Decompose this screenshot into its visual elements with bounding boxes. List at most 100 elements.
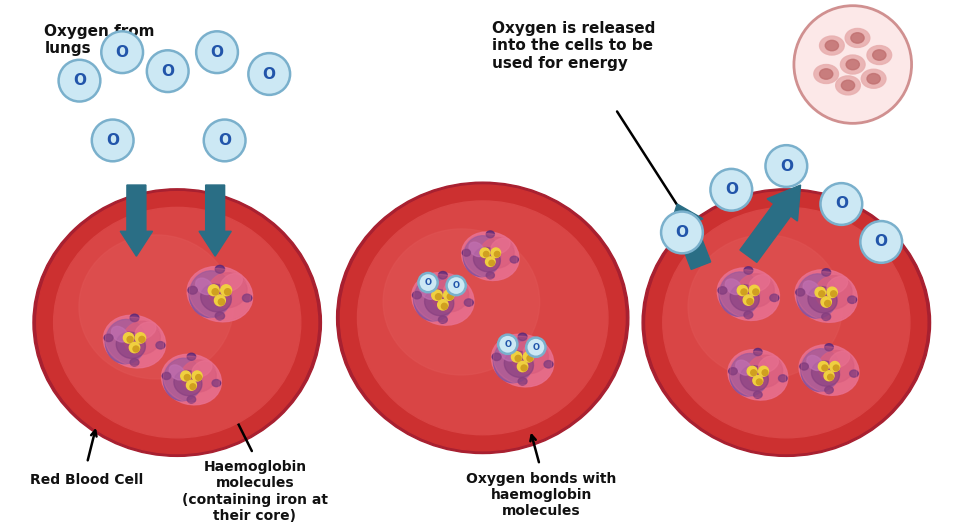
Ellipse shape: [824, 344, 832, 351]
Ellipse shape: [801, 347, 856, 393]
Ellipse shape: [438, 316, 447, 323]
Ellipse shape: [492, 353, 500, 361]
Circle shape: [517, 361, 527, 372]
Ellipse shape: [737, 273, 774, 307]
Text: O: O: [874, 235, 887, 250]
Circle shape: [497, 335, 517, 354]
Circle shape: [248, 53, 290, 95]
Ellipse shape: [814, 276, 851, 309]
Ellipse shape: [826, 277, 846, 294]
Ellipse shape: [849, 370, 858, 377]
Ellipse shape: [192, 361, 212, 377]
Ellipse shape: [414, 275, 472, 323]
Ellipse shape: [811, 361, 839, 386]
Ellipse shape: [758, 356, 778, 372]
Circle shape: [750, 370, 756, 375]
Ellipse shape: [719, 272, 760, 316]
Ellipse shape: [727, 349, 787, 400]
Circle shape: [432, 290, 441, 301]
Text: Red Blood Cell: Red Blood Cell: [30, 473, 144, 486]
Ellipse shape: [187, 267, 253, 322]
Text: O: O: [453, 281, 459, 290]
Ellipse shape: [493, 336, 551, 385]
Circle shape: [748, 285, 759, 296]
Ellipse shape: [729, 354, 768, 396]
Ellipse shape: [719, 270, 777, 319]
Ellipse shape: [130, 314, 139, 322]
Ellipse shape: [212, 380, 220, 387]
Ellipse shape: [161, 354, 221, 405]
Ellipse shape: [473, 247, 499, 272]
Circle shape: [515, 355, 520, 361]
Ellipse shape: [187, 353, 195, 361]
Ellipse shape: [412, 272, 474, 325]
Circle shape: [793, 6, 911, 123]
Ellipse shape: [818, 350, 853, 382]
Circle shape: [520, 365, 526, 371]
Ellipse shape: [543, 361, 553, 368]
Ellipse shape: [866, 46, 891, 65]
Circle shape: [479, 248, 489, 258]
Circle shape: [184, 374, 190, 380]
Circle shape: [710, 169, 751, 211]
Ellipse shape: [728, 367, 737, 375]
Ellipse shape: [493, 338, 534, 383]
Ellipse shape: [112, 327, 128, 342]
Circle shape: [139, 337, 145, 342]
Ellipse shape: [821, 313, 830, 320]
Text: Haemoglobin
molecules
(containing iron at
their core): Haemoglobin molecules (containing iron a…: [182, 460, 328, 523]
Circle shape: [814, 287, 824, 297]
Ellipse shape: [499, 345, 516, 361]
Ellipse shape: [824, 387, 832, 393]
Ellipse shape: [383, 229, 539, 375]
Circle shape: [135, 333, 146, 343]
Ellipse shape: [735, 360, 751, 375]
Ellipse shape: [173, 371, 202, 396]
Text: O: O: [161, 64, 174, 79]
Ellipse shape: [116, 332, 145, 358]
Circle shape: [212, 289, 218, 295]
Ellipse shape: [841, 80, 854, 91]
Text: O: O: [106, 133, 119, 148]
Circle shape: [742, 295, 753, 305]
Circle shape: [447, 294, 453, 299]
Ellipse shape: [795, 289, 804, 296]
Text: Oxygen bonds with
haemoglobin
molecules: Oxygen bonds with haemoglobin molecules: [466, 472, 616, 518]
Text: O: O: [504, 340, 511, 349]
Text: O: O: [211, 45, 223, 59]
Ellipse shape: [753, 391, 761, 398]
Ellipse shape: [357, 201, 607, 435]
Circle shape: [224, 289, 231, 295]
Ellipse shape: [432, 278, 468, 312]
Ellipse shape: [844, 29, 869, 47]
Ellipse shape: [461, 232, 518, 280]
Ellipse shape: [491, 334, 553, 387]
Ellipse shape: [796, 271, 855, 321]
Text: Oxygen from
lungs: Oxygen from lungs: [44, 24, 154, 56]
Circle shape: [130, 342, 139, 353]
FancyArrow shape: [120, 185, 152, 256]
Circle shape: [443, 290, 454, 301]
Ellipse shape: [819, 36, 843, 55]
Circle shape: [147, 50, 189, 92]
Ellipse shape: [740, 366, 767, 391]
Circle shape: [220, 285, 232, 296]
Ellipse shape: [504, 351, 533, 378]
Text: O: O: [532, 342, 538, 352]
Ellipse shape: [242, 294, 252, 302]
Ellipse shape: [794, 270, 857, 322]
Ellipse shape: [189, 268, 251, 320]
Circle shape: [489, 260, 494, 266]
Ellipse shape: [517, 378, 526, 385]
Ellipse shape: [412, 292, 421, 299]
Circle shape: [204, 119, 245, 161]
Ellipse shape: [195, 278, 213, 295]
Circle shape: [214, 295, 225, 306]
Circle shape: [186, 380, 196, 390]
Ellipse shape: [872, 50, 885, 60]
Ellipse shape: [724, 279, 741, 295]
Circle shape: [483, 251, 489, 257]
Ellipse shape: [479, 237, 514, 268]
Ellipse shape: [847, 296, 856, 303]
Circle shape: [58, 60, 100, 101]
